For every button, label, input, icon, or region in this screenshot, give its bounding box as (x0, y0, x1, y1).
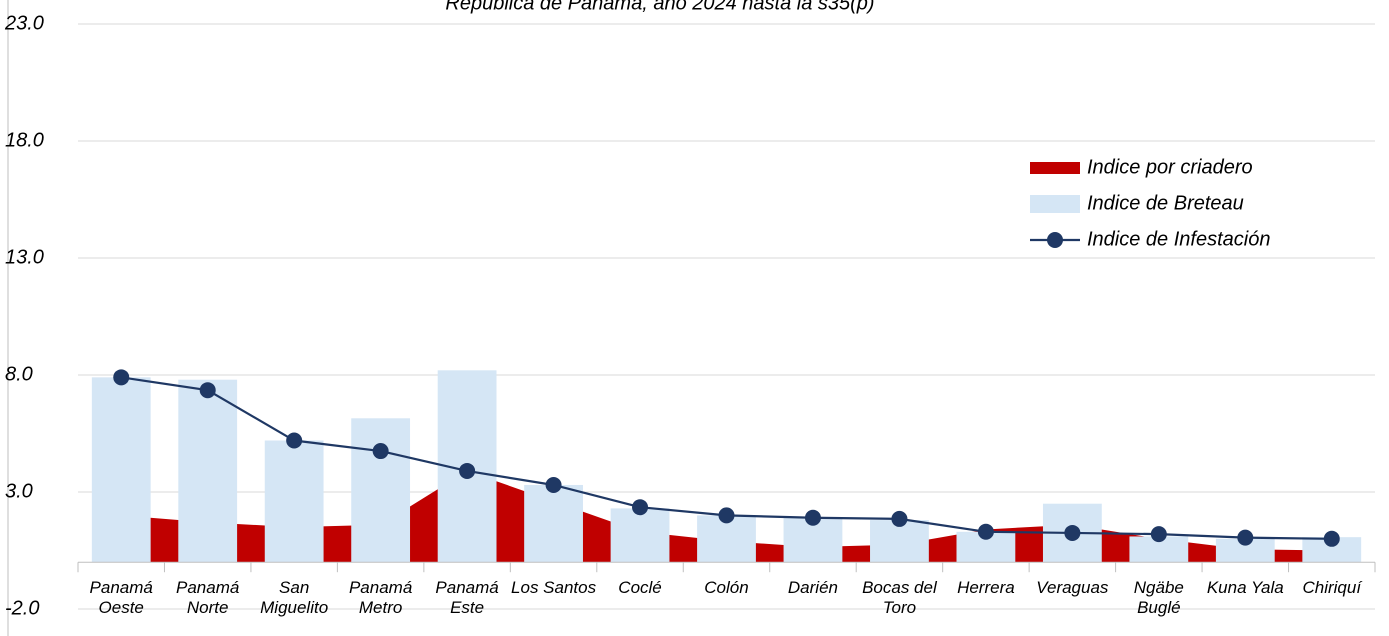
y-tick-label: -2.0 (5, 597, 39, 619)
legend-label: Indice de Breteau (1087, 192, 1244, 214)
bar (524, 484, 583, 563)
marker (1064, 524, 1081, 541)
bar (91, 377, 151, 563)
marker (459, 462, 476, 479)
x-tick-label: Chiriquí (1302, 578, 1362, 597)
x-tick-label: Herrera (957, 578, 1015, 597)
legend-swatch (1047, 232, 1063, 248)
marker (1237, 529, 1254, 546)
marker (804, 509, 821, 526)
legend-label: Indice por criadero (1087, 156, 1253, 178)
y-tick-label: 18.0 (5, 129, 44, 151)
x-tick-label: Ngäbe Buglé (1133, 578, 1184, 617)
marker (1150, 526, 1167, 543)
marker (891, 510, 908, 527)
x-tick-label: Bocas del Toro (862, 578, 937, 617)
x-tick-label: Veraguas (1036, 578, 1109, 597)
y-tick-label: 13.0 (5, 246, 44, 268)
legend-swatch (1030, 162, 1080, 174)
x-tick-label: Los Santos (511, 578, 597, 597)
marker (286, 432, 303, 449)
area (121, 470, 1332, 563)
legend-label: Indice de Infestación (1087, 228, 1270, 250)
x-tick-label: Panamá Norte (176, 578, 240, 617)
x-tick-label: Panamá Metro (348, 578, 413, 617)
marker (977, 523, 994, 540)
bar (351, 418, 411, 563)
x-tick-label: Kuna Yala (1206, 578, 1284, 597)
bar (1215, 538, 1275, 563)
legend-swatch (1030, 195, 1080, 213)
marker (199, 382, 216, 399)
x-tick-label: Panamá Oeste (89, 578, 153, 617)
marker (113, 369, 130, 386)
y-tick-label: 23.0 (4, 12, 44, 34)
marker (545, 476, 562, 493)
bar (264, 440, 324, 563)
x-tick-label: Darién (787, 578, 838, 597)
x-tick-label: Colón (704, 578, 749, 597)
x-tick-label: San Miguelito (260, 578, 329, 617)
marker (1323, 530, 1340, 547)
chart-title: República de Panamá, año 2024 hasta la s… (445, 0, 874, 14)
y-tick-label: 3.0 (5, 480, 33, 502)
x-tick-label: Coclé (618, 578, 662, 597)
bar (610, 508, 670, 563)
x-tick-label: Panamá Este (435, 578, 499, 617)
y-tick-label: 8.0 (5, 363, 33, 385)
marker (632, 499, 649, 516)
bar (178, 379, 238, 563)
marker (718, 507, 735, 524)
marker (372, 443, 389, 460)
bar (870, 520, 929, 563)
